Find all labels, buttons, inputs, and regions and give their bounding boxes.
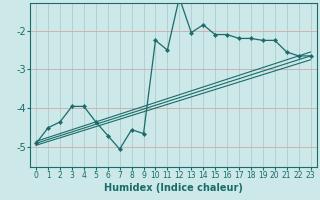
X-axis label: Humidex (Indice chaleur): Humidex (Indice chaleur) [104,183,243,193]
